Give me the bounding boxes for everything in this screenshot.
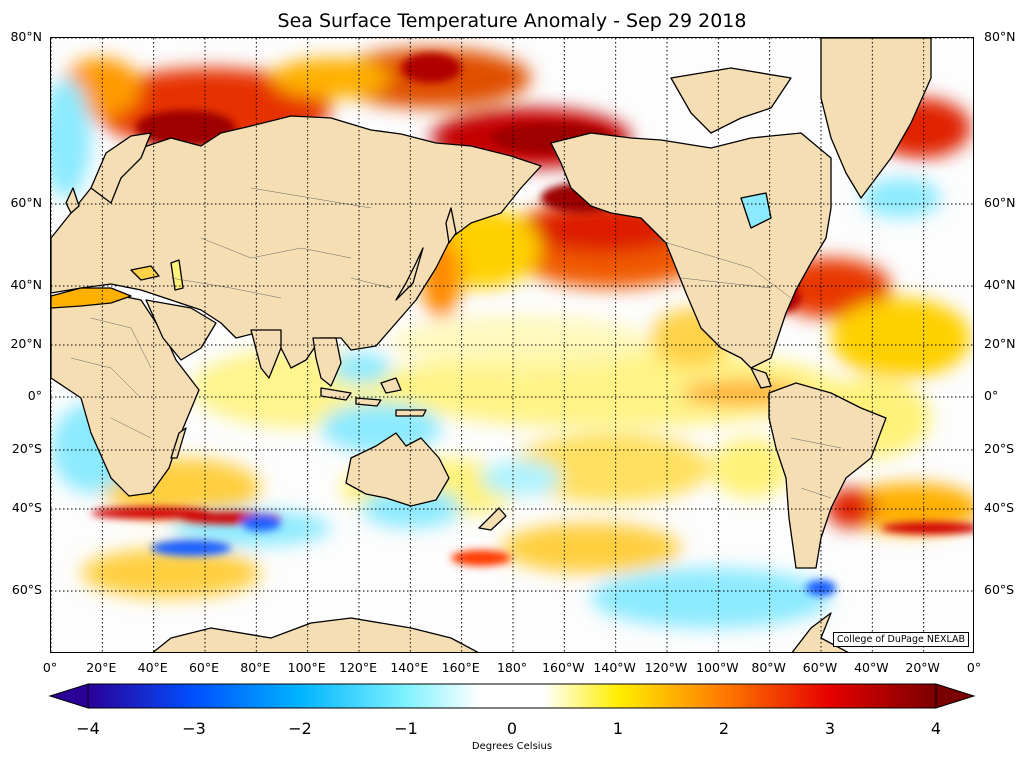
black-sea	[130, 265, 160, 281]
latitude-label-right: 40°N	[984, 277, 1016, 292]
latitude-label-right: 0°	[984, 388, 999, 403]
central-america-landmass	[750, 367, 772, 389]
credit-label: College of DuPage NEXLAB	[832, 632, 969, 647]
sakhalin-island	[445, 207, 457, 244]
antarctic-peninsula	[791, 612, 849, 652]
longitude-label: 100°E	[287, 660, 326, 675]
graticule-grid	[51, 38, 973, 652]
latitude-label-right: 40°S	[984, 500, 1015, 515]
latitude-label-left: 20°N	[10, 336, 42, 351]
arabia-landmass	[145, 299, 217, 361]
latitude-label-left: 20°S	[11, 441, 42, 456]
colorbar-label: Degrees Celsius	[471, 741, 553, 752]
longitude-label: 80°W	[751, 660, 786, 675]
caspian-sea	[170, 259, 184, 291]
hudson-bay	[740, 192, 772, 229]
longitude-label: 160°E	[441, 660, 480, 675]
latitude-label-left: 60°N	[10, 195, 42, 210]
latitude-label-right: 20°N	[984, 336, 1016, 351]
colorbar-tick-label: 1	[612, 719, 624, 738]
colorbar-tick-label: 3	[824, 719, 836, 738]
longitude-label: 120°E	[338, 660, 378, 675]
latitude-label-left: 0°	[27, 388, 42, 403]
new-zealand-landmass	[478, 507, 507, 531]
greenland-landmass	[820, 38, 932, 199]
longitude-label: 0°	[42, 660, 58, 675]
arctic-islands	[670, 67, 792, 134]
longitude-label: 80°E	[240, 660, 271, 675]
british-isles	[65, 187, 80, 214]
longitude-label: 100°W	[696, 660, 739, 675]
colorbar-tick-label: 0	[506, 719, 518, 738]
colorbar-tick-label: −3	[182, 719, 206, 738]
colorbar-max-extend-arrow	[935, 683, 976, 709]
india-landmass	[250, 329, 282, 379]
latitude-label-left: 60°S	[11, 582, 42, 597]
colorbar-min-extend-arrow	[48, 683, 89, 709]
latitude-label-right: 60°S	[984, 582, 1015, 597]
indonesia-islands	[320, 377, 427, 417]
land-masses	[51, 38, 932, 652]
longitude-label: 20°E	[86, 660, 117, 675]
colorbar-gradient	[87, 683, 937, 709]
madagascar-landmass	[170, 427, 187, 459]
longitude-label: 20°W	[905, 660, 940, 675]
latitude-label-right: 80°N	[984, 29, 1016, 44]
southeast-asia-landmass	[312, 337, 342, 387]
colorbar-tick-label: 2	[718, 719, 730, 738]
longitude-label: 140°W	[593, 660, 636, 675]
australia-landmass	[345, 432, 450, 507]
latitude-label-left: 40°S	[11, 500, 42, 515]
longitude-label: 120°W	[644, 660, 688, 675]
latitude-label-left: 80°N	[10, 29, 42, 44]
japan-landmass	[395, 247, 424, 301]
longitude-label: 0°	[966, 660, 982, 675]
sst-anomaly-map: College of DuPage NEXLAB	[50, 37, 974, 653]
colorbar-tick-label: −4	[76, 719, 100, 738]
north-america-landmass	[550, 132, 832, 369]
longitude-label: 40°E	[137, 660, 168, 675]
latitude-label-right: 60°N	[984, 195, 1016, 210]
longitude-label: 60°E	[188, 660, 220, 675]
scandinavia-landmass	[90, 132, 152, 204]
colorbar-tick-label: 4	[930, 719, 942, 738]
colorbar-tick-label: −2	[288, 719, 312, 738]
longitude-label: 40°W	[854, 660, 889, 675]
longitude-label: 160°W	[542, 660, 585, 675]
south-america-landmass	[768, 382, 887, 569]
map-canvas	[51, 38, 973, 652]
colorbar	[48, 683, 976, 709]
longitude-label: 180°	[496, 660, 528, 675]
antarctica-landmass	[152, 617, 479, 652]
longitude-label: 140°E	[390, 660, 429, 675]
latitude-label-left: 40°N	[10, 277, 42, 292]
colorbar-tick-label: −1	[394, 719, 418, 738]
latitude-label-right: 20°S	[984, 441, 1015, 456]
mediterranean-sea	[51, 287, 132, 309]
longitude-label: 60°W	[802, 660, 838, 675]
map-title: Sea Surface Temperature Anomaly - Sep 29…	[277, 10, 747, 32]
country-borders	[70, 187, 842, 499]
